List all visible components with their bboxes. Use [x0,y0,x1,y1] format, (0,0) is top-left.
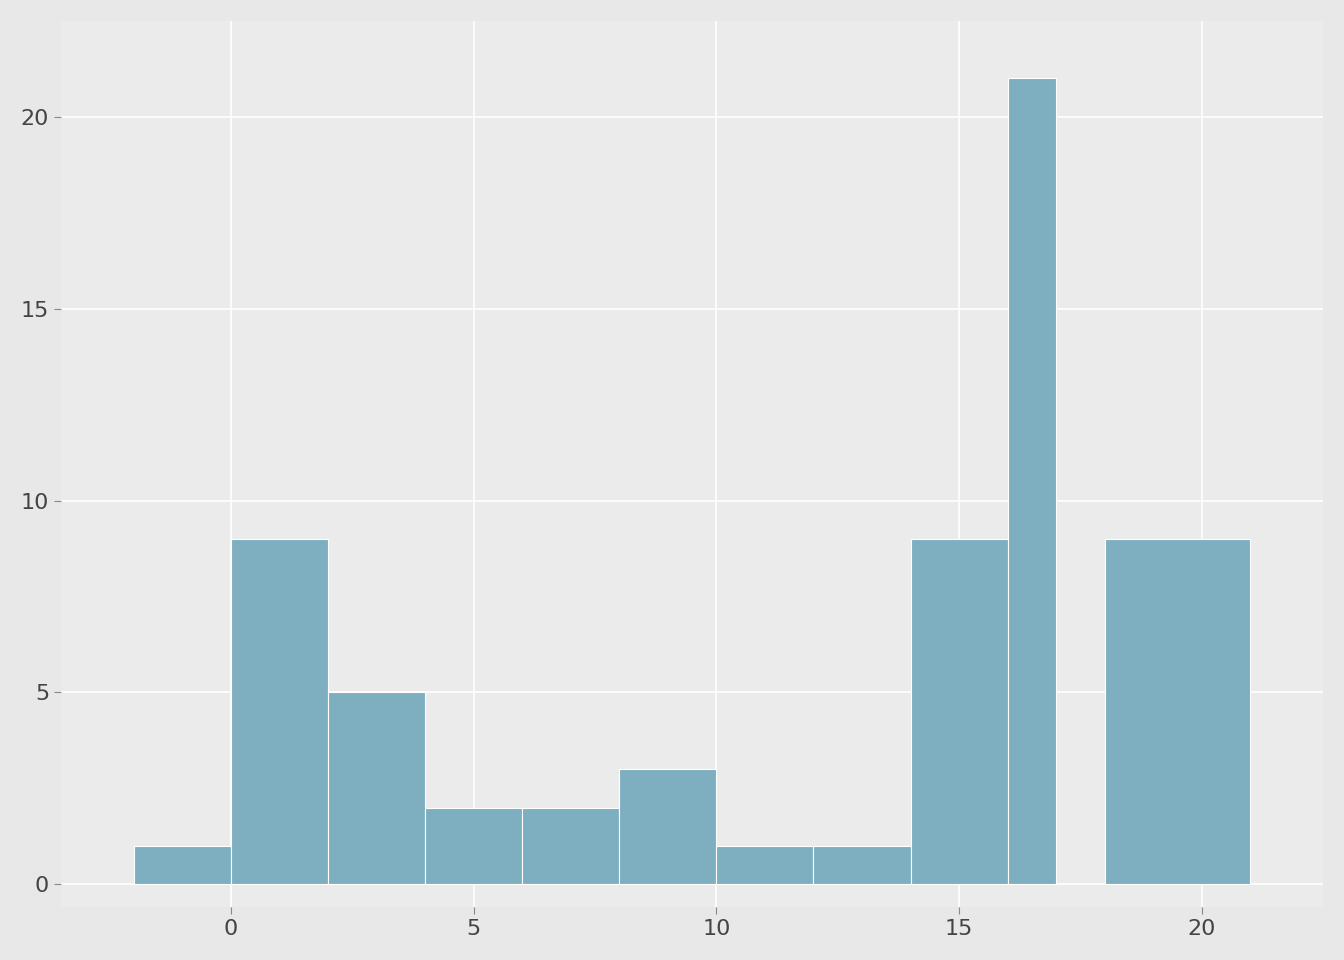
Bar [1105,539,1250,884]
Bar [620,769,716,884]
Bar [134,846,231,884]
Bar [425,807,523,884]
Bar [1008,79,1056,884]
Bar [813,846,910,884]
Bar [910,539,1008,884]
Bar [328,692,425,884]
Bar [716,846,813,884]
Bar [231,539,328,884]
Bar [523,807,620,884]
